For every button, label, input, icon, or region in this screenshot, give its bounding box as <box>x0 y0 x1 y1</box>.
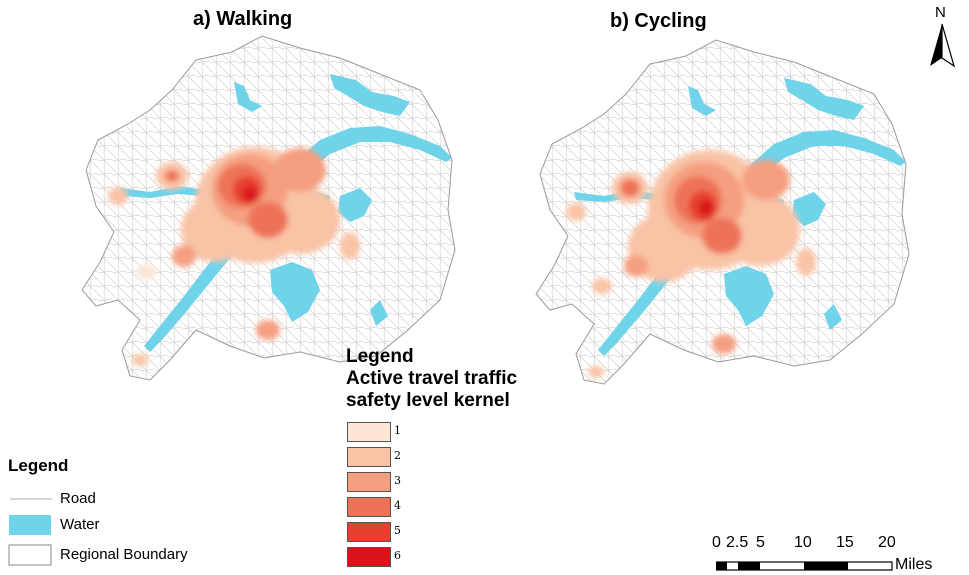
cycling-map-title: b) Cycling <box>610 10 707 32</box>
walking-map-title: a) Walking <box>193 8 293 30</box>
kernel-legend-heading: Legend <box>346 346 414 367</box>
road-line-icon <box>10 498 52 500</box>
kernel-class-label: 6 <box>394 549 401 562</box>
kernel-class-swatch <box>347 547 391 567</box>
kernel-class-swatch <box>347 497 391 517</box>
scale-tick: 2.5 <box>726 534 749 551</box>
kernel-class-item: 3 <box>346 472 406 494</box>
kernel-class-label: 2 <box>394 449 401 462</box>
kernel-class-swatch <box>347 522 391 542</box>
kernel-legend-title-line2: safety level kernel <box>346 390 510 411</box>
legend-item-water: Water <box>8 514 228 538</box>
north-arrow-icon <box>930 23 956 68</box>
legend-label-water: Water <box>60 516 100 533</box>
scale-units: Miles <box>895 556 933 573</box>
kernel-class-swatch <box>347 422 391 442</box>
kernel-class-item: 2 <box>346 447 406 469</box>
scale-tick: 15 <box>836 534 854 551</box>
scale-tick: 5 <box>756 534 765 551</box>
north-label: N <box>935 4 946 21</box>
map-legend: Legend Road Water Regional Boundary <box>8 456 188 566</box>
legend-label-road: Road <box>60 490 96 507</box>
walking-map <box>81 35 456 381</box>
kernel-class-swatch <box>347 472 391 492</box>
boundary-swatch-icon <box>8 544 52 566</box>
kernel-class-label: 4 <box>394 499 401 512</box>
kernel-class-item: 5 <box>346 522 406 544</box>
kernel-class-label: 3 <box>394 474 401 487</box>
kernel-class-swatch <box>347 447 391 467</box>
map-legend-heading: Legend <box>8 456 69 475</box>
kernel-class-item: 1 <box>346 422 406 444</box>
kernel-class-label: 5 <box>394 524 401 537</box>
kernel-class-label: 1 <box>394 424 401 437</box>
scale-tick: 0 <box>712 534 721 551</box>
kernel-class-item: 4 <box>346 497 406 519</box>
kernel-density-hotspots <box>108 147 360 366</box>
legend-item-road: Road <box>8 488 228 512</box>
scale-bar: 0 2.5 5 10 15 20 Miles <box>712 534 962 574</box>
legend-item-boundary: Regional Boundary <box>8 544 228 568</box>
scale-tick: 10 <box>794 534 812 551</box>
scale-tick: 20 <box>878 534 896 551</box>
kernel-legend-title-line1: Active travel traffic <box>346 368 518 389</box>
north-arrow: N <box>926 4 960 70</box>
legend-label-boundary: Regional Boundary <box>60 546 188 563</box>
scale-bar-graphic <box>716 561 893 571</box>
kernel-class-item: 6 <box>346 547 406 569</box>
cycling-map <box>535 39 910 385</box>
water-swatch-icon <box>9 515 51 535</box>
kernel-legend: Legend Active travel traffic safety leve… <box>346 346 518 567</box>
kernel-density-hotspots <box>566 150 816 378</box>
